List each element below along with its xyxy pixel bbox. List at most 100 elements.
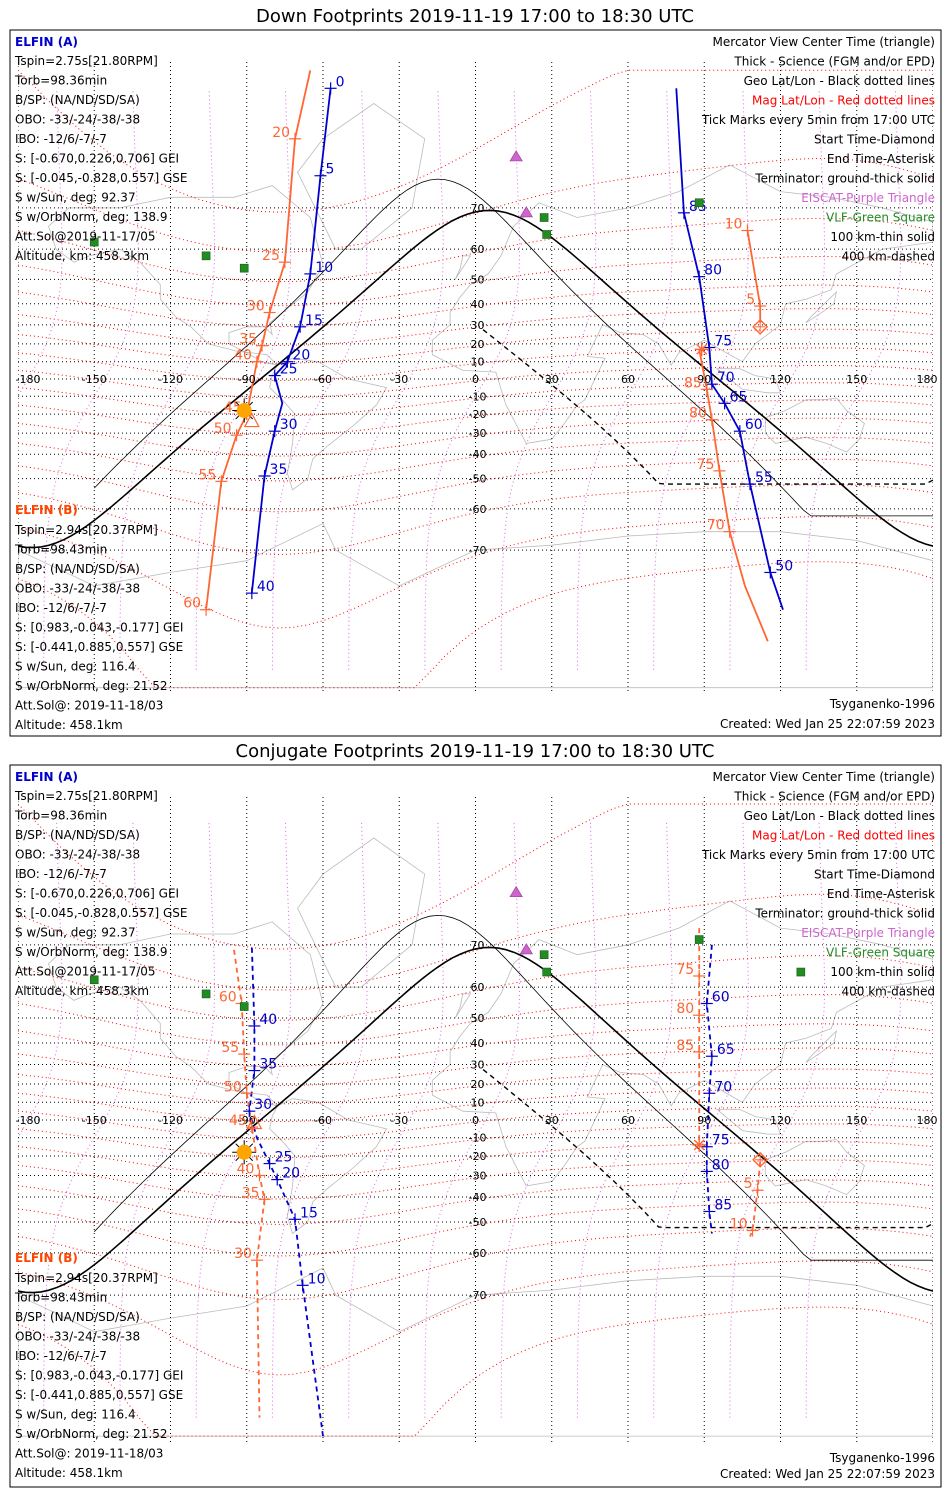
coastline <box>48 185 324 366</box>
clipped-map <box>18 62 933 692</box>
sun-ray <box>248 1143 254 1148</box>
lon-tick-label: -150 <box>82 1114 107 1127</box>
sun-ray <box>248 401 254 406</box>
elfin-a-info-line: Torb=98.36min <box>14 74 107 88</box>
tick-label: 25 <box>262 248 280 264</box>
elfin-b-info-line: S: [0.983,-0.043,-0.177] GEI <box>15 621 183 635</box>
elfin-b-name: ELFIN (B) <box>15 503 78 517</box>
elfin-b-track <box>749 1161 762 1237</box>
elfin-a-info: ELFIN (A) Tspin=2.75s[21.80RPM] Torb=98.36… <box>14 35 188 263</box>
legend-item: Terminator: ground-thick solid <box>754 907 935 921</box>
terminator-ground <box>18 209 933 549</box>
tick-label: 0 <box>336 74 345 90</box>
coastline <box>18 1267 933 1437</box>
lon-tick-label: 60 <box>621 1114 635 1127</box>
elfin-b-info-line: B/SP: (NA/ND/SD/SA) <box>15 562 140 576</box>
tick-label: 45 <box>229 1113 247 1129</box>
eiscat-triangle-icon <box>509 150 523 162</box>
legend-item: Geo Lat/Lon - Black dotted lines <box>744 74 935 88</box>
tick-label: 55 <box>755 470 773 486</box>
lon-tick-label: 120 <box>770 1114 791 1127</box>
lon-tick-label: 90 <box>697 1114 711 1127</box>
terminator-100km <box>94 914 933 1261</box>
mag-parallel <box>18 1087 933 1123</box>
tick-label: 25 <box>280 362 298 378</box>
legend-item: Mercator View Center Time (triangle) <box>713 35 935 49</box>
legend-item: Mercator View Center Time (triangle) <box>713 770 935 784</box>
sun-disc <box>236 1144 252 1160</box>
tick-label: 85 <box>714 1197 732 1213</box>
lat-tick-label: -40 <box>469 448 487 461</box>
coastline <box>715 1109 782 1135</box>
tick-label: 10 <box>725 216 743 232</box>
lat-tick-label: -50 <box>469 1216 487 1229</box>
elfin-a-track <box>250 88 332 594</box>
sun-ray <box>235 415 240 420</box>
legend: Mercator View Center Time (triangle) Thic… <box>701 35 935 264</box>
lon-tick-label: 90 <box>697 373 711 386</box>
lon-tick-label: 60 <box>621 373 635 386</box>
lon-tick-label: 180 <box>917 373 938 386</box>
elfin-a-track <box>705 944 713 1234</box>
mag-parallel <box>18 516 933 629</box>
terminator-400km <box>482 329 933 485</box>
vlf-square-icon <box>89 975 99 985</box>
elfin-a-info-line: IBO: -12/6/-7/-7 <box>15 132 107 146</box>
panel-frame <box>9 29 942 737</box>
elfin-b-info: ELFIN (B) Tspin=2.94s[20.37RPM] Torb=98.43… <box>14 1251 183 1480</box>
elfin-b-info-line: Torb=98.43min <box>14 543 107 557</box>
tick-label: 20 <box>282 1166 300 1182</box>
tick-label: 35 <box>239 332 257 348</box>
tick-label: 60 <box>745 417 763 433</box>
lon-tick-label: 30 <box>545 1114 559 1127</box>
lat-tick-label: 10 <box>471 356 485 369</box>
panel-frame <box>9 764 942 1488</box>
legend-item: Mag Lat/Lon - Red dotted lines <box>752 829 935 843</box>
tick-label: 15 <box>305 313 323 329</box>
elfin-b-name: ELFIN (B) <box>15 1251 78 1265</box>
elfin-b-info-line: Att.Sol@: 2019-11-18/03 <box>15 699 163 713</box>
mag-parallel <box>18 1141 933 1178</box>
lat-tick-label: -20 <box>469 408 487 421</box>
elfin-a-info-line: Tspin=2.75s[21.80RPM] <box>14 789 158 803</box>
terminator-ground <box>18 946 933 1294</box>
sun-icon <box>232 1140 257 1165</box>
map-plot: -180 -150 -120 -90 -60 -30 0 30 60 90 120 150 180-70… <box>16 797 938 1442</box>
tick-label: 5 <box>325 162 334 178</box>
coastline <box>48 921 324 1107</box>
center-time-triangle-icon <box>243 412 260 428</box>
lat-tick-label: -60 <box>469 1247 487 1260</box>
elfin-b-info-line: Att.Sol@: 2019-11-18/03 <box>15 1447 163 1461</box>
lat-tick-label: 40 <box>471 298 485 311</box>
elfin-b-info-line: S: [0.983,-0.043,-0.177] GEI <box>15 1369 183 1383</box>
tick-label: 30 <box>254 1097 272 1113</box>
tick-label: 55 <box>199 467 217 483</box>
lat-tick-label: -30 <box>469 427 487 440</box>
end-asterisk-stroke <box>693 1139 705 1151</box>
tick-label: 85 <box>676 1038 694 1054</box>
tick-label: 5 <box>746 292 755 308</box>
elfin-a-info-line: S: [-0.045,-0.828,0.557] GSE <box>15 906 188 920</box>
elfin-a-info-line: S w/Sun, deg: 92.37 <box>15 191 136 205</box>
panel-title: Down Footprints 2019-11-19 17:00 to 18:3… <box>256 6 694 27</box>
legend-item: Tick Marks every 5min from 17:00 UTC <box>701 848 935 862</box>
vlf-square-icon <box>542 967 551 977</box>
tick-label: 80 <box>712 1157 730 1173</box>
legend-item: Terminator: ground-thick solid <box>754 172 935 186</box>
elfin-b-info-line: S w/Sun, deg: 116.4 <box>15 1408 136 1422</box>
tick-label: 75 <box>697 457 715 473</box>
elfin-b-info-line: Altitude: 458.1km <box>15 718 123 732</box>
elfin-a-info-line: OBO: -33/-24/-38/-38 <box>15 848 140 862</box>
tick-label: 85 <box>684 375 702 391</box>
map-plot: -180 -150 -120 -90 -60 -30 0 30 60 90 120 150 180-70… <box>16 62 938 692</box>
tick-label: 40 <box>234 348 252 364</box>
mag-parallel <box>18 328 933 364</box>
elfin-a-track <box>675 88 784 610</box>
elfin-a-info-line: S: [-0.670,0.226,0.706] GEI <box>15 152 179 166</box>
elfin-b-info-line: S w/OrbNorm, deg: 21.52 <box>15 679 167 693</box>
lon-tick-label: -120 <box>158 373 183 386</box>
coastline <box>454 993 472 1019</box>
coastline <box>715 368 782 394</box>
lat-tick-label: -20 <box>469 1150 487 1163</box>
